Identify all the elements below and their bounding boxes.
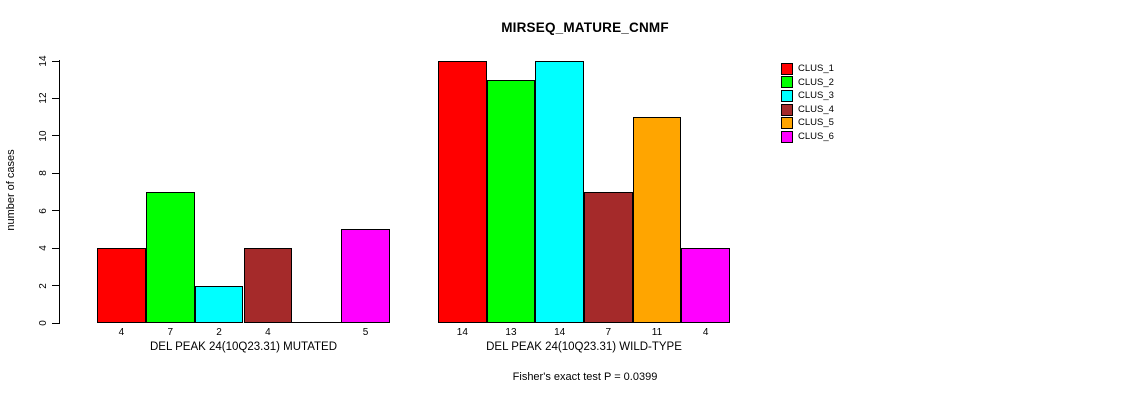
bar-value-label: 7	[605, 327, 612, 338]
legend-color-swatch	[781, 62, 793, 75]
bar-value-label: 11	[651, 327, 663, 338]
legend-item: CLUS_6	[781, 130, 834, 144]
legend-label: CLUS_3	[798, 90, 834, 102]
legend-item: CLUS_1	[781, 62, 834, 76]
legend-label: CLUS_2	[798, 76, 834, 88]
y-tick-label: 6	[37, 207, 49, 214]
legend-color-swatch	[781, 117, 793, 130]
y-tick-mark	[52, 60, 59, 62]
legend-label: CLUS_6	[798, 130, 834, 142]
group-x-label: DEL PEAK 24(10Q23.31) MUTATED	[149, 341, 338, 353]
bar-clus_4-group2	[584, 192, 633, 323]
bar-value-label: 7	[167, 327, 174, 338]
bar-value-label: 4	[265, 327, 271, 338]
bar-value-label: 14	[456, 327, 468, 338]
legend-item: CLUS_3	[781, 89, 834, 103]
y-tick-label: 0	[37, 320, 49, 326]
legend-color-swatch	[781, 103, 793, 116]
legend-color-swatch	[781, 89, 793, 102]
bar-clus_3-group2	[535, 61, 584, 323]
bar-value-label: 14	[554, 327, 566, 338]
group-x-label: DEL PEAK 24(10Q23.31) WILD-TYPE	[486, 341, 682, 353]
y-tick-label: 10	[37, 130, 49, 142]
bar-clus_1-group1	[97, 248, 146, 323]
y-tick-label: 4	[37, 245, 49, 251]
y-tick-mark	[52, 322, 59, 324]
legend: CLUS_1 CLUS_2 CLUS_3 CLUS_4 CLUS_5 CLUS_6	[781, 62, 834, 144]
y-tick-label: 2	[37, 282, 49, 289]
bar-clus_1-group2	[438, 61, 487, 323]
bar-value-label: 4	[118, 327, 125, 338]
y-tick-mark	[52, 135, 59, 137]
bar-value-label: 5	[362, 327, 369, 338]
bar-value-label: 2	[216, 327, 222, 338]
legend-label: CLUS_5	[798, 117, 834, 129]
y-axis-line	[59, 60, 60, 324]
bar-clus_3-group1	[194, 285, 244, 323]
y-tick-mark	[52, 172, 59, 174]
legend-label: CLUS_1	[798, 63, 834, 74]
y-tick-mark	[52, 97, 59, 99]
bar-clus_5-group1-zero	[292, 322, 342, 323]
y-tick-mark	[52, 285, 59, 287]
legend-color-swatch	[781, 130, 793, 143]
bar-value-label: 4	[702, 327, 709, 338]
y-tick-mark	[52, 247, 59, 249]
y-tick-mark	[52, 210, 59, 212]
y-axis-label: number of cases	[5, 149, 17, 231]
legend-color-swatch	[781, 76, 793, 89]
chart-title: MIRSEQ_MATURE_CNMF	[501, 20, 669, 35]
bar-clus_6-group2	[681, 248, 730, 323]
fisher-test-annotation: Fisher's exact test P = 0.0399	[512, 371, 658, 383]
bar-clus_4-group1	[243, 248, 293, 323]
y-tick-label: 12	[37, 92, 49, 104]
bar-clus_2-group1	[145, 192, 195, 323]
legend-item: CLUS_2	[781, 76, 834, 90]
legend-item: CLUS_5	[781, 116, 834, 130]
y-tick-label: 14	[37, 55, 49, 67]
bar-value-label: 13	[505, 327, 517, 338]
bar-clus_6-group1	[341, 229, 390, 323]
y-tick-label: 8	[37, 170, 49, 177]
bar-clus_2-group2	[486, 79, 536, 323]
legend-item: CLUS_4	[781, 103, 834, 117]
bar-clus_5-group2	[632, 117, 682, 323]
legend-label: CLUS_4	[798, 103, 834, 115]
